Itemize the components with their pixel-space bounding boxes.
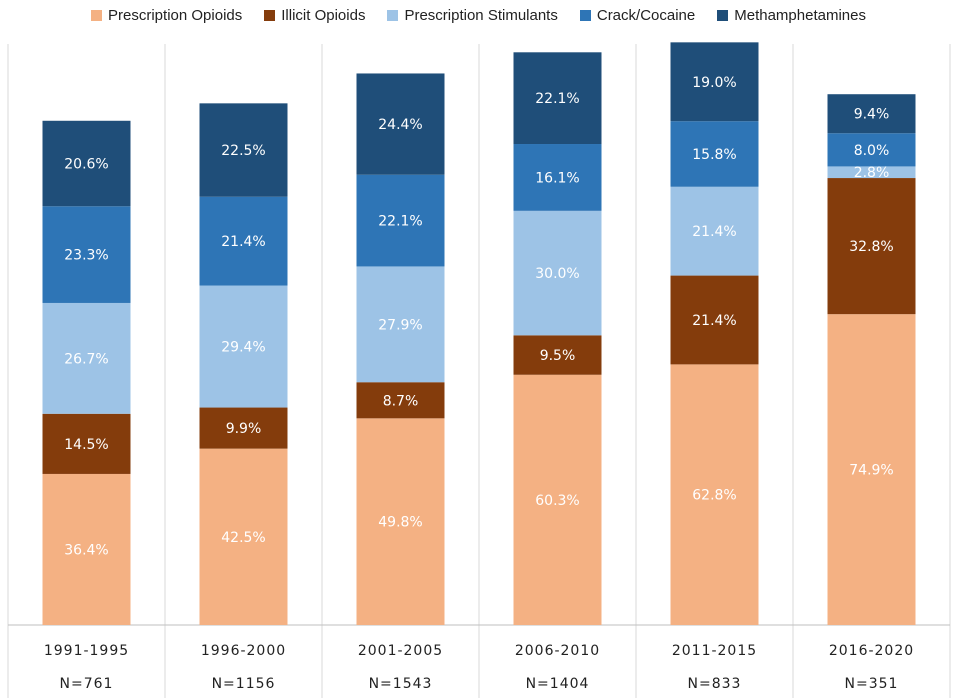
sample-size-label: N=1156 xyxy=(212,676,276,692)
legend-label: Illicit Opioids xyxy=(281,6,366,24)
bar-segment-prescription-stimulants-2006-2010 xyxy=(513,210,602,336)
data-label: 42.5% xyxy=(221,530,265,546)
bar-segment-illicit-opioids-1996-2000 xyxy=(199,407,288,449)
x-tick-label: 2016-2020 xyxy=(829,643,914,659)
x-tick-label: 2001-2005 xyxy=(358,643,443,659)
bar-segment-crack-cocaine-2006-2010 xyxy=(513,144,602,211)
bar-segment-crack-cocaine-1996-2000 xyxy=(199,196,288,286)
data-label: 16.1% xyxy=(535,170,579,186)
sample-size-label: N=761 xyxy=(60,676,114,692)
bar-segment-crack-cocaine-2011-2015 xyxy=(670,121,759,187)
bar-segment-crack-cocaine-1991-1995 xyxy=(42,206,131,303)
data-label: 9.4% xyxy=(854,107,890,123)
legend-label: Crack/Cocaine xyxy=(596,6,696,24)
data-label: 29.4% xyxy=(221,340,265,356)
bar-segment-prescription-stimulants-2011-2015 xyxy=(670,186,759,276)
legend-swatch xyxy=(91,9,103,21)
data-label: 21.4% xyxy=(221,234,265,250)
bar-segment-prescription-opioids-2011-2015 xyxy=(670,364,759,625)
bar-segment-prescription-stimulants-1996-2000 xyxy=(199,285,288,408)
data-label: 49.8% xyxy=(378,515,422,531)
legend-label: Prescription Opioids xyxy=(108,6,243,24)
data-label: 27.9% xyxy=(378,317,422,333)
data-label: 60.3% xyxy=(535,493,579,509)
sample-size-label: N=1404 xyxy=(526,676,590,692)
legend-label: Prescription Stimulants xyxy=(404,6,558,24)
legend-item-prescription-stimulants: Prescription Stimulants xyxy=(387,6,558,24)
data-label: 19.0% xyxy=(692,75,736,91)
sample-size-label: N=351 xyxy=(845,676,899,692)
data-label: 23.3% xyxy=(64,248,108,264)
bar-segment-methamphetamines-1996-2000 xyxy=(199,103,288,197)
data-label: 74.9% xyxy=(849,463,893,479)
data-label: 21.4% xyxy=(692,313,736,329)
bar-segment-crack-cocaine-2001-2005 xyxy=(356,174,445,267)
data-label: 30.0% xyxy=(535,266,579,282)
x-tick-label: 1996-2000 xyxy=(201,643,286,659)
bar-segment-prescription-stimulants-2001-2005 xyxy=(356,266,445,383)
legend-item-crack-cocaine: Crack/Cocaine xyxy=(579,6,696,24)
data-label: 36.4% xyxy=(64,542,108,558)
bar-segment-illicit-opioids-2001-2005 xyxy=(356,382,445,419)
sample-size-label: N=1543 xyxy=(369,676,433,692)
bar-segment-illicit-opioids-2011-2015 xyxy=(670,275,759,365)
legend-swatch xyxy=(717,9,729,21)
data-label: 26.7% xyxy=(64,351,108,367)
legend-item-prescription-opioids: Prescription Opioids xyxy=(91,7,242,24)
data-label: 8.0% xyxy=(854,143,890,159)
data-label: 22.1% xyxy=(378,214,422,230)
bar-segment-illicit-opioids-2016-2020 xyxy=(827,178,916,315)
x-tick-label: 2011-2015 xyxy=(672,643,757,659)
bar-segment-prescription-stimulants-1991-1995 xyxy=(42,302,131,414)
legend-item-methamphetamines: Methamphetamines xyxy=(717,7,866,24)
bar-segment-illicit-opioids-2006-2010 xyxy=(513,335,602,375)
bar-segment-prescription-opioids-2016-2020 xyxy=(827,314,916,625)
legend-item-illicit-opioids: Illicit Opioids xyxy=(264,7,365,24)
x-tick-label: 1991-1995 xyxy=(44,643,129,659)
legend-swatch xyxy=(264,9,276,21)
bar-segment-methamphetamines-2006-2010 xyxy=(513,52,602,145)
legend-label: Methamphetamines xyxy=(734,6,866,24)
legend: Prescription Opioids Illicit Opioids Presc… xyxy=(0,4,957,26)
data-label: 62.8% xyxy=(692,488,736,504)
bar-segment-methamphetamines-2001-2005 xyxy=(356,73,445,175)
x-tick-label: 2006-2010 xyxy=(515,643,600,659)
data-label: 15.8% xyxy=(692,147,736,163)
bar-segment-prescription-opioids-1991-1995 xyxy=(42,473,131,625)
data-label: 32.8% xyxy=(849,239,893,255)
bar-segment-prescription-opioids-2001-2005 xyxy=(356,418,445,625)
bar-segment-methamphetamines-1991-1995 xyxy=(42,120,131,207)
bar-segment-prescription-opioids-1996-2000 xyxy=(199,448,288,625)
bar-segment-illicit-opioids-1991-1995 xyxy=(42,413,131,474)
data-label: 9.9% xyxy=(226,421,262,437)
data-label: 24.4% xyxy=(378,117,422,133)
bar-segment-prescription-opioids-2006-2010 xyxy=(513,374,602,625)
sample-size-label: N=833 xyxy=(688,676,742,692)
bar-segment-methamphetamines-2016-2020 xyxy=(827,94,916,134)
legend-swatch xyxy=(579,9,591,21)
data-label: 2.8% xyxy=(854,165,890,181)
data-label: 9.5% xyxy=(540,348,576,364)
legend-swatch xyxy=(387,9,399,21)
data-label: 20.6% xyxy=(64,157,108,173)
bar-segment-crack-cocaine-2016-2020 xyxy=(827,133,916,167)
data-label: 21.4% xyxy=(692,224,736,240)
bar-segment-methamphetamines-2011-2015 xyxy=(670,42,759,122)
bar-segment-prescription-stimulants-2016-2020 xyxy=(827,166,916,179)
data-label: 8.7% xyxy=(383,393,419,409)
data-label: 14.5% xyxy=(64,437,108,453)
data-label: 22.5% xyxy=(221,143,265,159)
data-label: 22.1% xyxy=(535,91,579,107)
